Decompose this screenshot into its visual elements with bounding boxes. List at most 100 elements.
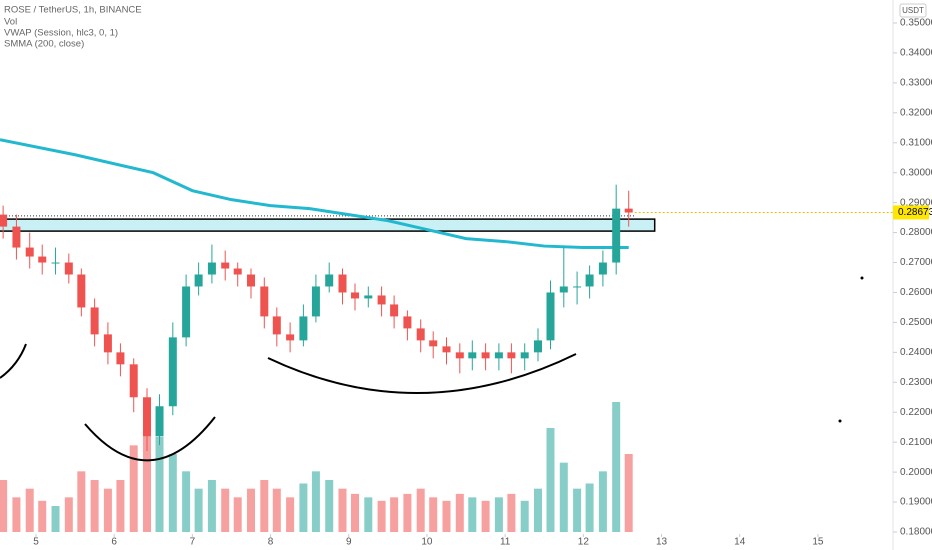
- candle-body: [143, 397, 152, 437]
- candle-body: [364, 295, 373, 299]
- candle-body: [468, 352, 477, 359]
- candle-body: [129, 364, 138, 398]
- candle-body: [25, 247, 34, 257]
- volume-bar: [468, 497, 477, 532]
- last-price-label: 0.28673: [898, 207, 932, 218]
- volume-bar: [416, 488, 425, 532]
- x-tick-label: 10: [421, 537, 433, 548]
- volume-bar: [103, 488, 112, 532]
- y-tick-label: 0.35000: [900, 18, 932, 29]
- plot-area: [0, 138, 893, 532]
- volume-bar: [25, 488, 34, 532]
- drawn-arc: [0, 343, 27, 379]
- candle-body: [299, 316, 308, 341]
- x-tick-label: 14: [734, 537, 746, 548]
- chart-title: ROSE / TetherUS, 1h, BINANCE: [4, 5, 142, 16]
- indicator-label: VWAP (Session, hlc3, 0, 1): [4, 28, 118, 39]
- candle-body: [260, 286, 269, 317]
- volume-bar: [585, 483, 594, 532]
- candle-body: [182, 286, 191, 338]
- volume-bar: [12, 497, 21, 532]
- x-tick-label: 7: [190, 537, 196, 548]
- candle-body: [612, 208, 621, 263]
- currency-label: USDT: [902, 6, 924, 15]
- x-tick-label: 6: [111, 537, 117, 548]
- volume-bar: [325, 480, 334, 532]
- candle-body: [390, 304, 399, 317]
- zone: [0, 218, 656, 232]
- volume-bar: [116, 480, 125, 532]
- volume-bar: [559, 462, 568, 532]
- volume-bar: [194, 488, 203, 532]
- candle-body: [325, 274, 334, 287]
- candle-body: [494, 352, 503, 359]
- candle-body: [481, 352, 490, 359]
- candle-body: [272, 316, 281, 335]
- drawn-arc: [267, 353, 577, 395]
- volume-bar: [168, 454, 177, 532]
- volume-bar: [155, 436, 164, 532]
- smma-line: [0, 138, 629, 250]
- drawn-arc: [84, 416, 216, 462]
- volume-bar: [403, 493, 412, 532]
- volume-bar: [233, 497, 242, 532]
- volume-bar: [481, 500, 490, 532]
- candle-body: [416, 328, 425, 341]
- x-tick-label: 11: [500, 537, 511, 548]
- volume-bar: [533, 488, 542, 532]
- candle-body: [624, 208, 633, 213]
- x-tick-label: 5: [33, 537, 39, 548]
- candle-body: [221, 262, 230, 269]
- volume-bar: [299, 483, 308, 532]
- indicator-label: Vol: [4, 17, 17, 28]
- volume-bar: [221, 488, 230, 532]
- candle-body: [377, 295, 386, 305]
- candle-body: [351, 292, 360, 299]
- candle-body: [507, 352, 516, 359]
- volume-bar: [351, 493, 360, 532]
- volume-bar: [598, 471, 607, 532]
- volume-bar: [390, 497, 399, 532]
- volume-bar: [182, 471, 191, 532]
- volume-bar: [612, 402, 621, 532]
- candle-body: [77, 274, 86, 308]
- volume-bar: [0, 480, 8, 532]
- dot: [838, 419, 842, 423]
- candle-body: [573, 286, 582, 288]
- x-tick-label: 9: [346, 537, 352, 548]
- candle-body: [520, 352, 529, 359]
- volume-bar: [520, 500, 529, 532]
- currency-box: [899, 3, 927, 18]
- candle-body: [442, 346, 451, 353]
- candle-body: [207, 262, 216, 275]
- candle-body: [546, 292, 555, 341]
- volume-bar: [429, 497, 438, 532]
- volume-bar: [455, 493, 464, 532]
- volume-bar: [143, 428, 152, 532]
- candle-body: [598, 262, 607, 275]
- candle-body: [116, 352, 125, 365]
- candle-body: [559, 286, 568, 293]
- candle-body: [194, 274, 203, 287]
- volume-bar: [507, 493, 516, 532]
- candle-body: [247, 274, 256, 287]
- candle-body: [311, 286, 320, 317]
- candle-body: [51, 262, 60, 264]
- volume-bar: [573, 488, 582, 532]
- volume-bar: [260, 480, 269, 532]
- x-tick-label: 15: [812, 537, 824, 548]
- volume-bar: [247, 488, 256, 532]
- candle-body: [429, 340, 438, 347]
- candle-body: [168, 337, 177, 407]
- candle-body: [90, 307, 99, 335]
- last-price-box: [893, 205, 929, 220]
